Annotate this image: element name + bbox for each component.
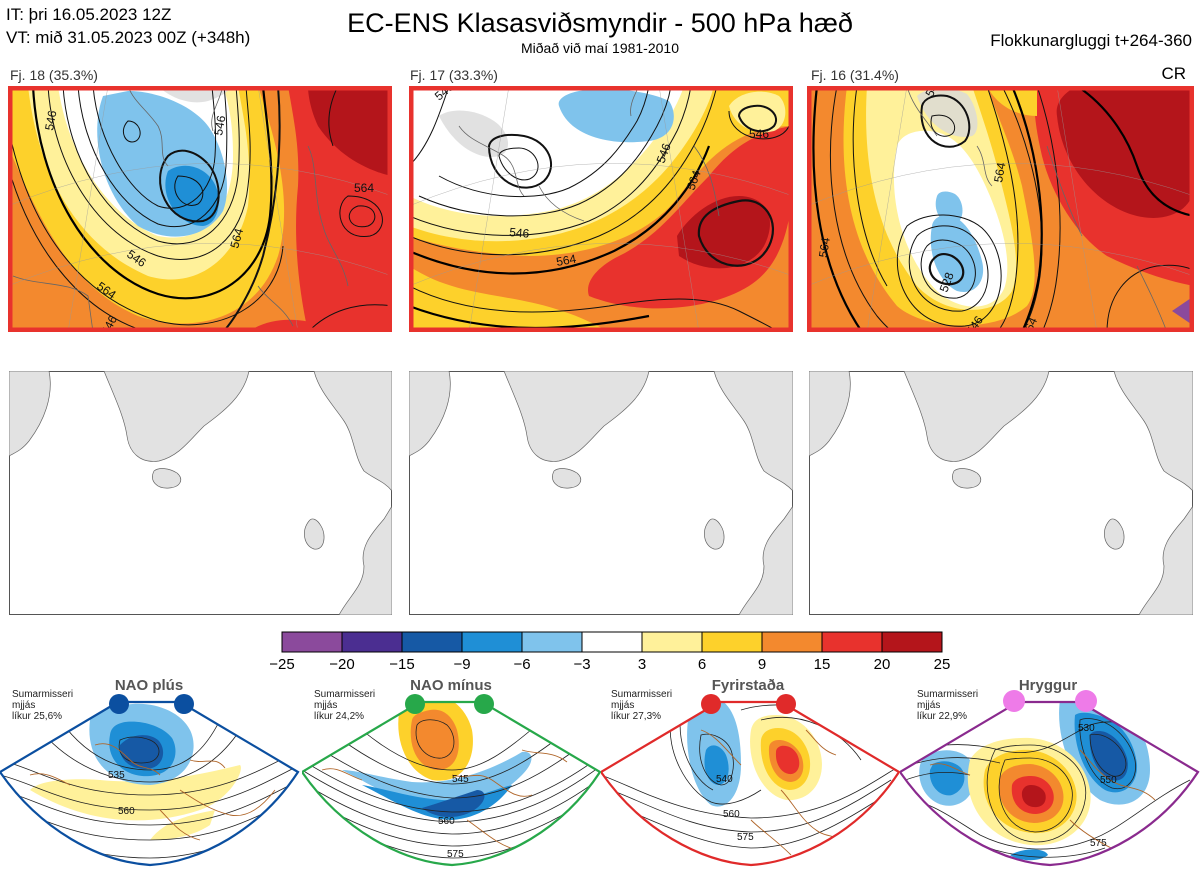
contour-label: 564 [227,226,246,249]
cluster-label-2: Fj. 17 (33.3%) [410,67,498,83]
cluster-map-2: 546 546 564 546 564 546 [409,86,793,332]
colorbar-tick-label: 3 [637,656,647,673]
colorbar-swatch [341,631,403,653]
initial-time: IT: þri 16.05.2023 12Z [6,5,172,24]
colorbar-tick-label: −6 [513,656,531,673]
colorbar-swatch [281,631,343,653]
contour-label: 530 [1078,723,1095,734]
contour-label: 564 [354,181,374,195]
colorbar-swatch [401,631,463,653]
contour-label: 575 [447,849,464,860]
colorbar-tick-label: 9 [757,656,767,673]
colorbar-swatch [821,631,883,653]
contour-label: 564 [816,236,833,258]
cluster-label-3: Fj. 16 (31.4%) [811,67,899,83]
colorbar-tick-label: −20 [329,656,355,673]
cluster-map-3: 564 546 564 528 546 564 [807,86,1194,332]
colorbar-swatch [521,631,583,653]
colorbar-swatch [761,631,823,653]
cluster-label-1: Fj. 18 (35.3%) [10,67,98,83]
contour-label: 550 [1100,775,1117,786]
contour-label: 535 [108,770,125,781]
regime-dots-1 [109,694,194,714]
page-title: EC-ENS Klasasviðsmyndir - 500 hPa hæð [347,8,853,38]
cluster-map-1: 546 546 546 564 546 564 564 [8,86,392,332]
regime-dots-4 [1003,690,1097,712]
valid-time: VT: mið 31.05.2023 00Z (+348h) [6,28,251,47]
contour-label: 540 [716,774,733,785]
colorbar-swatch [701,631,763,653]
regime-name-2: NAO mínus [410,677,492,694]
regime-dots-3 [701,694,796,714]
empty-map-3 [809,371,1193,615]
colorbar-tick-label: −25 [269,656,295,673]
contour-label: 575 [737,832,754,843]
contour-label: 560 [723,809,740,820]
classification-window: Flokkunargluggi t+264-360 [990,31,1192,50]
regime-dots-2 [405,694,494,714]
regime-map-3: 540 560 575 [601,700,901,867]
regime-note-1: Sumarmisseri mjjás líkur 25,6% [12,689,74,722]
colorbar-swatch [461,631,523,653]
contour-label: 528 [937,270,957,294]
contour-label: 575 [1090,838,1107,849]
regime-map-2: 545 560 575 [302,700,602,867]
colorbar [281,631,943,653]
contour-label: 564 [555,252,577,269]
regime-name-4: Hryggur [1018,677,1078,694]
contour-label: 564 [684,168,704,192]
contour-label: 560 [118,806,135,817]
regime-name-1: NAO plús [114,677,184,694]
contour-label: 546 [42,109,59,131]
regime-note-2: Sumarmisseri mjjás líkur 24,2% [314,689,376,722]
contour-label: 546 [509,225,530,241]
regime-note-4: Sumarmisseri mjjás líkur 22,9% [917,689,979,722]
empty-map-2 [409,371,793,615]
colorbar-tick-label: −15 [389,656,415,673]
contour-label: 546 [654,141,674,165]
colorbar-swatch [881,631,943,653]
colorbar-swatch [641,631,703,653]
regime-name-3: Fyrirstaða [711,677,785,694]
empty-map-1 [9,371,392,615]
colorbar-swatch [581,631,643,653]
regime-map-1: 535 560 [0,700,300,867]
model-code: CR [1161,64,1186,83]
page-subtitle: Miðað við maí 1981-2010 [521,40,679,56]
colorbar-tick-label: −3 [573,656,591,673]
regime-note-3: Sumarmisseri mjjás líkur 27,3% [611,689,673,722]
regime-map-4: 530 550 575 [900,700,1200,867]
contour-label: 560 [438,816,455,827]
contour-label: 546 [749,127,769,141]
colorbar-tick-label: 25 [933,656,951,673]
colorbar-tick-label: 15 [813,656,831,673]
contour-label: 545 [452,774,469,785]
contour-label: 546 [211,114,228,136]
contour-label: 564 [991,161,1008,183]
colorbar-tick-label: 20 [873,656,891,673]
colorbar-tick-label: −9 [453,656,471,673]
colorbar-tick-label: 6 [697,656,707,673]
